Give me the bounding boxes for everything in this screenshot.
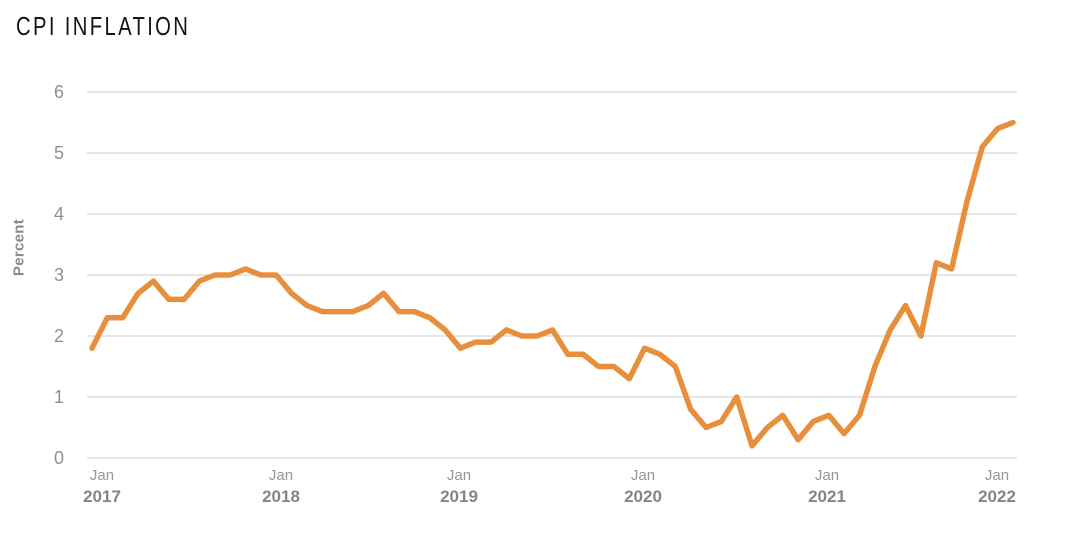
chart-title: CPI INFLATION (16, 11, 191, 41)
cpi-line-series (89, 119, 1016, 449)
y-tick-label-5: 5 (53, 143, 64, 163)
y-tick-label-4: 4 (53, 204, 64, 224)
y-tick-label-0: 0 (53, 448, 64, 468)
x-tick-2022: Jan 2022 (947, 466, 1047, 508)
x-tick-month-2021: Jan (814, 467, 840, 484)
y-tick-label-6: 6 (53, 82, 64, 102)
x-tick-2017: Jan 2017 (52, 466, 152, 508)
x-tick-year-2018: 2018 (262, 487, 300, 506)
x-tick-year-2020: 2020 (624, 487, 662, 506)
x-tick-2021: Jan 2021 (777, 466, 877, 508)
x-tick-month-2020: Jan (630, 467, 656, 484)
x-tick-month-2022: Jan (984, 467, 1010, 484)
x-tick-month-2017: Jan (89, 467, 115, 484)
x-tick-2019: Jan 2019 (409, 466, 509, 508)
x-tick-year-2019: 2019 (440, 487, 478, 506)
x-tick-2018: Jan 2018 (231, 466, 331, 508)
y-tick-label-2: 2 (53, 326, 64, 346)
x-tick-year-2017: 2017 (83, 487, 121, 506)
x-tick-year-2021: 2021 (808, 487, 846, 506)
x-tick-month-2018: Jan (268, 467, 294, 484)
y-tick-label-1: 1 (53, 387, 64, 407)
x-tick-year-2022: 2022 (978, 487, 1016, 506)
y-tick-label-3: 3 (53, 265, 64, 285)
x-tick-2020: Jan 2020 (593, 466, 693, 508)
x-tick-month-2019: Jan (446, 467, 472, 484)
